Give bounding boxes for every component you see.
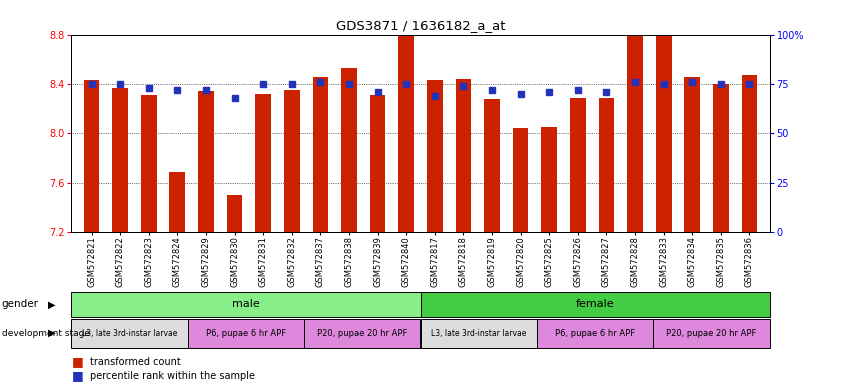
Text: ■: ■ — [71, 369, 83, 382]
Bar — [742, 75, 758, 232]
Bar — [140, 95, 156, 232]
Bar — [484, 99, 500, 232]
Text: P20, pupae 20 hr APF: P20, pupae 20 hr APF — [666, 329, 757, 338]
Bar — [112, 88, 128, 232]
Bar — [456, 79, 471, 232]
Bar — [71, 292, 420, 317]
Bar — [420, 292, 770, 317]
Bar — [304, 319, 420, 348]
Bar — [627, 26, 643, 232]
Bar — [427, 80, 442, 232]
Bar — [570, 98, 585, 232]
Bar — [341, 68, 357, 232]
Bar — [713, 84, 729, 232]
Text: percentile rank within the sample: percentile rank within the sample — [90, 371, 255, 381]
Bar — [227, 195, 242, 232]
Bar — [198, 91, 214, 232]
Text: ▶: ▶ — [49, 328, 56, 338]
Bar — [656, 30, 671, 232]
Text: P20, pupae 20 hr APF: P20, pupae 20 hr APF — [317, 329, 408, 338]
Bar — [313, 76, 328, 232]
Bar — [284, 90, 299, 232]
Title: GDS3871 / 1636182_a_at: GDS3871 / 1636182_a_at — [336, 19, 505, 32]
Text: development stage: development stage — [2, 329, 90, 338]
Bar — [685, 76, 701, 232]
Bar — [653, 319, 770, 348]
Bar — [399, 26, 414, 232]
Text: P6, pupae 6 hr APF: P6, pupae 6 hr APF — [555, 329, 635, 338]
Bar — [256, 94, 271, 232]
Text: gender: gender — [2, 299, 39, 310]
Bar — [513, 129, 528, 232]
Bar — [599, 98, 614, 232]
Bar — [420, 319, 537, 348]
Text: female: female — [576, 299, 614, 310]
Text: male: male — [232, 299, 260, 310]
Text: ■: ■ — [71, 355, 83, 368]
Bar — [83, 80, 99, 232]
Text: P6, pupae 6 hr APF: P6, pupae 6 hr APF — [206, 329, 286, 338]
Bar — [188, 319, 304, 348]
Bar — [170, 172, 185, 232]
Bar — [370, 95, 385, 232]
Text: transformed count: transformed count — [90, 357, 181, 367]
Bar — [537, 319, 653, 348]
Text: L3, late 3rd-instar larvae: L3, late 3rd-instar larvae — [431, 329, 526, 338]
Bar — [542, 127, 557, 232]
Bar — [71, 319, 188, 348]
Text: L3, late 3rd-instar larvae: L3, late 3rd-instar larvae — [82, 329, 177, 338]
Text: ▶: ▶ — [49, 299, 56, 310]
